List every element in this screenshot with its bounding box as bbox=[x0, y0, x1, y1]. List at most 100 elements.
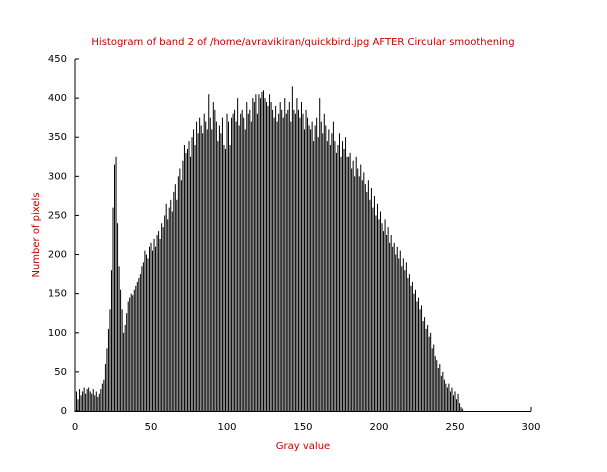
bar bbox=[183, 145, 185, 412]
bar bbox=[112, 207, 114, 411]
bar bbox=[186, 148, 188, 411]
bar bbox=[82, 391, 84, 411]
y-tick-label: 250 bbox=[48, 210, 67, 221]
bar bbox=[352, 160, 354, 411]
bar bbox=[209, 117, 211, 412]
bar bbox=[190, 156, 192, 411]
bar bbox=[247, 113, 249, 411]
bar bbox=[342, 141, 344, 411]
bar bbox=[243, 117, 245, 412]
bar bbox=[76, 391, 78, 411]
bar bbox=[454, 391, 456, 411]
bar bbox=[308, 125, 310, 411]
bar bbox=[413, 293, 415, 411]
bar bbox=[208, 94, 210, 411]
bar bbox=[103, 379, 105, 411]
bar bbox=[114, 164, 116, 411]
bar bbox=[117, 223, 119, 411]
bar bbox=[167, 219, 169, 411]
bar bbox=[194, 145, 196, 412]
bar bbox=[416, 301, 418, 411]
x-tick-label: 300 bbox=[521, 422, 540, 433]
bar bbox=[220, 133, 222, 412]
bar bbox=[378, 219, 380, 411]
bar bbox=[246, 102, 248, 412]
chart-title: Histogram of band 2 of /home/avravikiran… bbox=[91, 37, 514, 48]
y-axis-label: Number of pixels bbox=[31, 192, 42, 277]
bar bbox=[399, 250, 401, 411]
bar bbox=[224, 148, 226, 411]
bar bbox=[326, 141, 328, 411]
bar bbox=[281, 109, 283, 411]
bar bbox=[419, 309, 421, 411]
bar bbox=[231, 117, 233, 412]
bar bbox=[460, 407, 462, 411]
bar bbox=[155, 246, 157, 411]
bar bbox=[449, 391, 451, 411]
bar bbox=[83, 387, 85, 411]
bar bbox=[79, 389, 81, 411]
bar bbox=[250, 121, 252, 412]
bar bbox=[197, 133, 199, 412]
x-tick-label: 150 bbox=[293, 422, 312, 433]
bar bbox=[95, 391, 97, 411]
bar bbox=[199, 117, 201, 412]
bar bbox=[335, 152, 337, 411]
bar bbox=[314, 125, 316, 411]
bar bbox=[237, 98, 239, 411]
bar bbox=[261, 91, 263, 411]
bar bbox=[282, 117, 284, 412]
bar bbox=[218, 125, 220, 411]
bar bbox=[177, 176, 179, 411]
bar bbox=[273, 117, 275, 412]
bar bbox=[171, 211, 173, 411]
bar bbox=[196, 121, 198, 412]
bar bbox=[226, 113, 228, 411]
bar bbox=[448, 383, 450, 411]
bar bbox=[141, 266, 143, 411]
bar bbox=[387, 227, 389, 411]
bar bbox=[97, 396, 99, 411]
bar bbox=[276, 121, 278, 412]
bar bbox=[349, 152, 351, 411]
bar bbox=[395, 254, 397, 411]
bar bbox=[191, 137, 193, 411]
bar bbox=[462, 408, 464, 411]
bar bbox=[428, 336, 430, 411]
bar bbox=[319, 98, 321, 411]
bar bbox=[234, 109, 236, 411]
y-tick-label: 400 bbox=[48, 93, 67, 104]
bar bbox=[404, 270, 406, 411]
bar bbox=[156, 235, 158, 411]
bar bbox=[267, 105, 269, 411]
bar bbox=[279, 102, 281, 412]
bar bbox=[401, 266, 403, 411]
bar bbox=[215, 121, 217, 412]
bar bbox=[110, 270, 112, 411]
bar bbox=[153, 238, 155, 411]
bar bbox=[241, 109, 243, 411]
bar bbox=[364, 184, 366, 411]
bar bbox=[410, 285, 412, 411]
bar bbox=[100, 389, 102, 411]
bar bbox=[255, 94, 257, 411]
bar bbox=[392, 246, 394, 411]
bar bbox=[369, 199, 371, 411]
bar bbox=[174, 184, 176, 411]
bar bbox=[118, 266, 120, 411]
bar bbox=[323, 113, 325, 411]
bar bbox=[358, 176, 360, 411]
x-axis-label: Gray value bbox=[276, 441, 330, 452]
bar bbox=[355, 156, 357, 411]
bar bbox=[221, 117, 223, 412]
bar bbox=[337, 145, 339, 412]
bar bbox=[74, 395, 76, 411]
bar bbox=[340, 156, 342, 411]
bar bbox=[115, 156, 117, 411]
bar bbox=[338, 133, 340, 412]
bar bbox=[158, 231, 160, 411]
bar bbox=[173, 191, 175, 411]
bar bbox=[384, 219, 386, 411]
bar bbox=[240, 113, 242, 411]
bar bbox=[106, 348, 108, 411]
